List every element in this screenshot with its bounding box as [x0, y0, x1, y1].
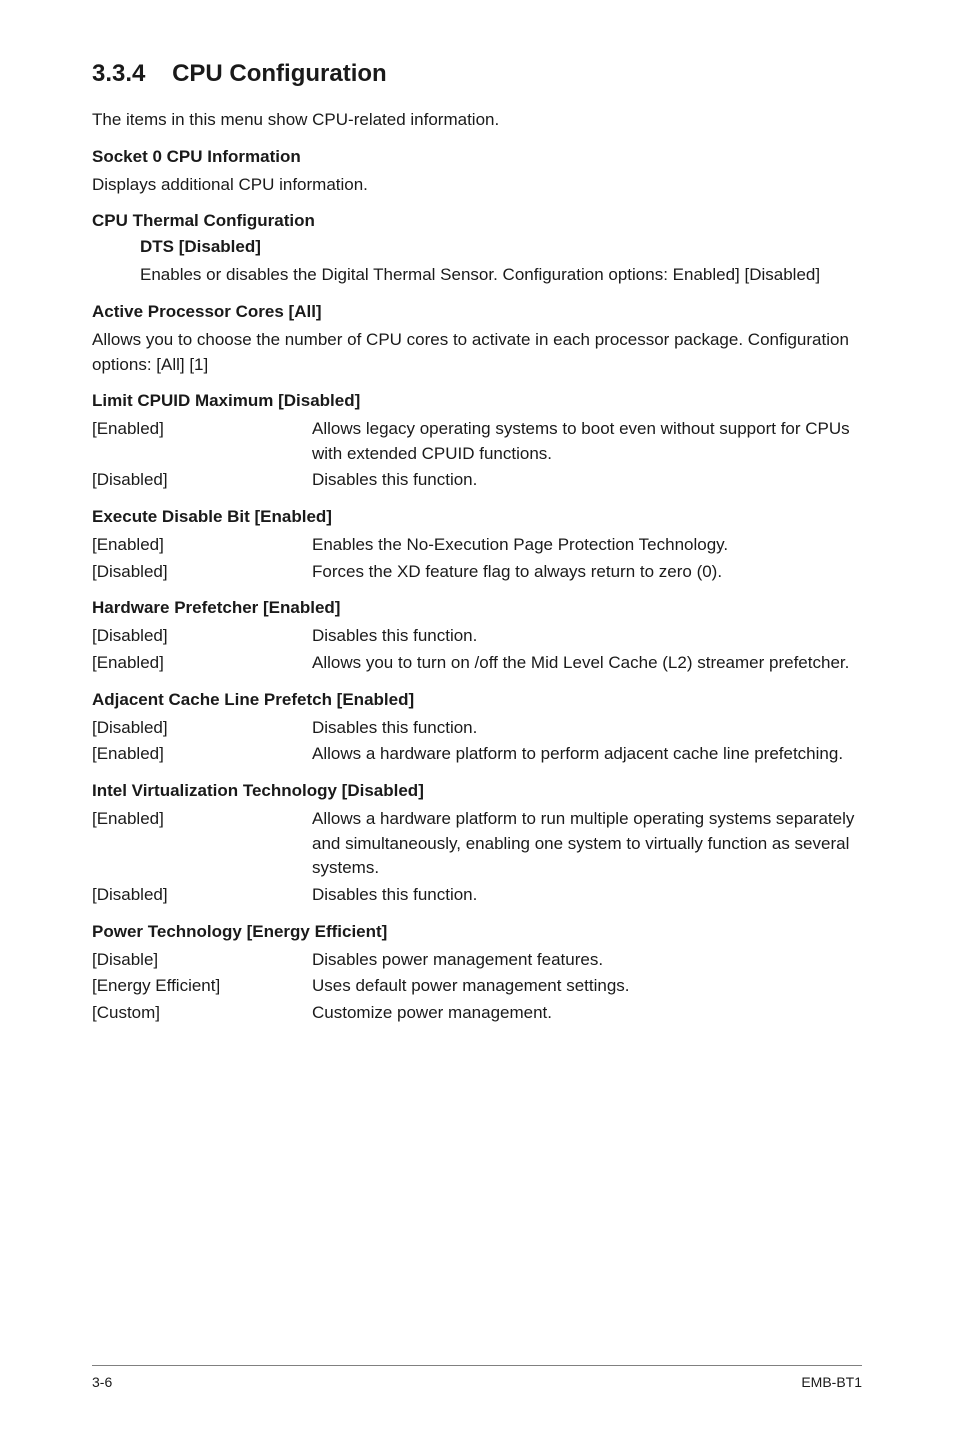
limit-cpuid-heading: Limit CPUID Maximum [Disabled]: [92, 391, 862, 411]
thermal-block: DTS [Disabled] Enables or disables the D…: [92, 237, 862, 288]
dts-heading: DTS [Disabled]: [140, 237, 862, 257]
kv-row: [Enabled] Allows legacy operating system…: [92, 417, 862, 466]
kv-val: Disables this function.: [312, 883, 862, 908]
kv-val: Allows a hardware platform to run multip…: [312, 807, 862, 881]
section-name: CPU Configuration: [172, 60, 387, 87]
power-tech-heading: Power Technology [Energy Efficient]: [92, 922, 862, 942]
kv-row: [Energy Efficient] Uses default power ma…: [92, 974, 862, 999]
kv-val: Allows legacy operating systems to boot …: [312, 417, 862, 466]
kv-val: Enables the No-Execution Page Protection…: [312, 533, 862, 558]
kv-val: Allows you to turn on /off the Mid Level…: [312, 651, 862, 676]
kv-key: [Disabled]: [92, 468, 312, 493]
kv-key: [Enabled]: [92, 417, 312, 466]
footer-doc-id: EMB-BT1: [801, 1374, 862, 1390]
socket0-heading: Socket 0 CPU Information: [92, 147, 862, 167]
page: 3.3.4 CPU Configuration The items in thi…: [0, 0, 954, 1438]
kv-row: [Disabled] Disables this function.: [92, 468, 862, 493]
hw-prefetch-heading: Hardware Prefetcher [Enabled]: [92, 598, 862, 618]
kv-key: [Energy Efficient]: [92, 974, 312, 999]
page-footer: 3-6 EMB-BT1: [92, 1365, 862, 1390]
kv-key: [Disable]: [92, 948, 312, 973]
kv-key: [Enabled]: [92, 807, 312, 881]
kv-val: Uses default power management settings.: [312, 974, 862, 999]
kv-val: Customize power management.: [312, 1001, 862, 1026]
kv-row: [Disabled] Disables this function.: [92, 716, 862, 741]
kv-key: [Enabled]: [92, 742, 312, 767]
socket0-body: Displays additional CPU information.: [92, 173, 862, 198]
exec-disable-heading: Execute Disable Bit [Enabled]: [92, 507, 862, 527]
kv-key: [Enabled]: [92, 651, 312, 676]
kv-val: Forces the XD feature flag to always ret…: [312, 560, 862, 585]
kv-key: [Disabled]: [92, 716, 312, 741]
section-intro: The items in this menu show CPU-related …: [92, 108, 862, 133]
kv-val: Disables this function.: [312, 624, 862, 649]
kv-row: [Disable] Disables power management feat…: [92, 948, 862, 973]
active-cores-body: Allows you to choose the number of CPU c…: [92, 328, 862, 377]
thermal-heading: CPU Thermal Configuration: [92, 211, 862, 231]
kv-row: [Disabled] Disables this function.: [92, 883, 862, 908]
kv-key: [Disabled]: [92, 560, 312, 585]
kv-row: [Disabled] Disables this function.: [92, 624, 862, 649]
kv-row: [Enabled] Allows you to turn on /off the…: [92, 651, 862, 676]
kv-row: [Enabled] Allows a hardware platform to …: [92, 742, 862, 767]
kv-key: [Disabled]: [92, 624, 312, 649]
kv-row: [Enabled] Allows a hardware platform to …: [92, 807, 862, 881]
kv-val: Allows a hardware platform to perform ad…: [312, 742, 862, 767]
kv-val: Disables power management features.: [312, 948, 862, 973]
kv-row: [Enabled] Enables the No-Execution Page …: [92, 533, 862, 558]
dts-body: Enables or disables the Digital Thermal …: [140, 263, 862, 288]
active-cores-heading: Active Processor Cores [All]: [92, 302, 862, 322]
kv-val: Disables this function.: [312, 468, 862, 493]
footer-page-number: 3-6: [92, 1374, 112, 1390]
section-title: 3.3.4 CPU Configuration: [92, 60, 862, 88]
kv-key: [Disabled]: [92, 883, 312, 908]
kv-key: [Enabled]: [92, 533, 312, 558]
intel-vt-heading: Intel Virtualization Technology [Disable…: [92, 781, 862, 801]
kv-key: [Custom]: [92, 1001, 312, 1026]
kv-row: [Disabled] Forces the XD feature flag to…: [92, 560, 862, 585]
kv-val: Disables this function.: [312, 716, 862, 741]
kv-row: [Custom] Customize power management.: [92, 1001, 862, 1026]
section-number: 3.3.4: [92, 60, 145, 87]
adj-cache-heading: Adjacent Cache Line Prefetch [Enabled]: [92, 690, 862, 710]
